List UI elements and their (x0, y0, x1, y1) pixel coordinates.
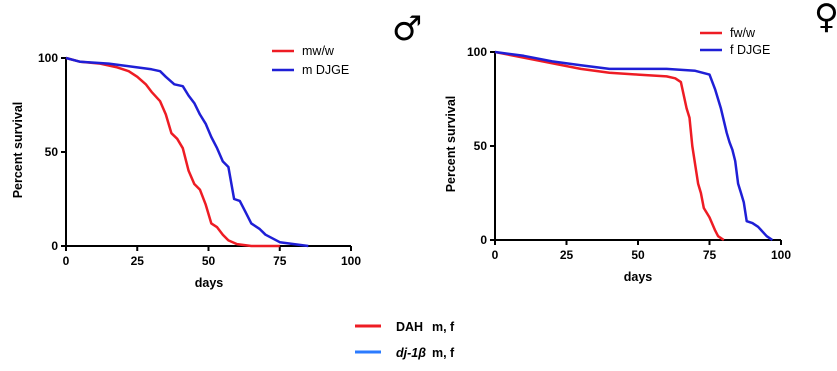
male-y-tick-label: 50 (45, 145, 59, 159)
legend-suffix-dah: m, f (432, 320, 455, 334)
female-x-tick-label: 75 (703, 248, 717, 262)
male-x-tick-label: 50 (202, 254, 216, 268)
legend-label-dj1b: dj-1β (396, 346, 426, 360)
male-x-axis-label: days (195, 276, 224, 290)
male-panel: ♂ Percent survival days 0 25 50 75 100 0 50 100… (11, 9, 422, 290)
female-y-tick-label: 0 (480, 233, 487, 247)
male-series-blue-line (65, 56, 309, 248)
female-y-tick-label: 100 (467, 45, 487, 59)
male-x-tick-label: 75 (273, 254, 287, 268)
female-series-red-line (494, 50, 725, 242)
female-x-tick-label: 25 (560, 248, 574, 262)
male-symbol: ♂ (392, 9, 422, 49)
male-series-red-line (65, 56, 280, 248)
female-x-tick-label: 50 (631, 248, 645, 262)
female-y-axis-label: Percent survival (444, 96, 458, 193)
female-x-axis-label: days (624, 270, 653, 284)
female-x-tick-label: 100 (771, 248, 791, 262)
male-legend-label: m DJGE (302, 63, 349, 77)
male-legend-label: mw/w (302, 44, 335, 58)
female-symbol: ♀ (814, 0, 837, 37)
male-x-tick-label: 0 (63, 254, 70, 268)
female-legend-label: f DJGE (730, 43, 770, 57)
female-legend-label: fw/w (730, 26, 756, 40)
male-y-tick-label: 0 (51, 239, 58, 253)
male-x-tick-label: 25 (131, 254, 145, 268)
female-y-tick-label: 50 (474, 139, 488, 153)
legend-suffix-dj1b: m, f (432, 346, 455, 360)
bottom-legend: DAH m, f dj-1β m, f (355, 320, 455, 360)
male-y-tick-label: 100 (38, 51, 58, 65)
female-panel: ♀ Percent survival days 0 25 50 75 100 0 50 100… (444, 0, 837, 284)
male-y-axis-label: Percent survival (11, 102, 25, 199)
female-series-blue-line (494, 50, 774, 242)
female-x-tick-label: 0 (492, 248, 499, 262)
male-x-tick-label: 100 (341, 254, 361, 268)
legend-label-dah: DAH (396, 320, 423, 334)
